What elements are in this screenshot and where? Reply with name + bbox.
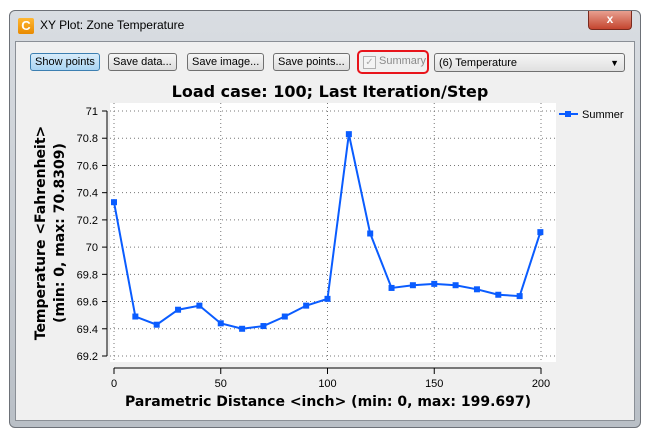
y-axis-label: Temperature <Fahrenheit> (33, 126, 49, 341)
x-tick-label: 100 (318, 378, 336, 390)
y-tick-label: 69.4 (77, 324, 98, 336)
data-point (452, 282, 459, 289)
data-point (217, 320, 224, 327)
y-tick-label: 70.6 (77, 160, 98, 172)
save-image-button[interactable]: Save image... (187, 53, 265, 71)
data-point (367, 230, 374, 237)
data-point (516, 293, 523, 300)
data-point (409, 282, 416, 289)
variable-select-value: (6) Temperature (439, 57, 518, 69)
x-axis-label: Parametric Distance <inch> (min: 0, max:… (125, 394, 531, 410)
data-point (303, 302, 310, 309)
plot-area (110, 103, 556, 362)
y-tick-label: 69.8 (77, 269, 98, 281)
y-tick-label: 71 (86, 106, 98, 118)
save-points-button[interactable]: Save points... (273, 53, 350, 71)
data-point (537, 229, 544, 236)
dropdown-arrow-icon: ▼ (610, 58, 619, 68)
legend-marker (565, 111, 571, 117)
show-points-button[interactable]: Show points (30, 53, 100, 71)
data-point (281, 313, 288, 320)
data-point (431, 280, 438, 287)
save-data-button[interactable]: Save data... (108, 53, 177, 71)
data-point (111, 199, 117, 206)
x-tick-label: 50 (215, 378, 227, 390)
y-tick-label: 70.2 (77, 215, 98, 227)
legend: Summer (559, 109, 624, 121)
data-point (196, 302, 203, 309)
y-tick-label: 69.6 (77, 297, 98, 309)
y-tick-label: 70 (86, 242, 98, 254)
y-tick-label: 70.4 (77, 188, 98, 200)
data-point (388, 284, 395, 291)
app-icon: C (18, 18, 34, 34)
data-point (175, 306, 182, 313)
data-point (132, 313, 139, 320)
x-tick-label: 0 (111, 378, 117, 390)
close-button[interactable]: x (588, 11, 632, 30)
data-point (153, 321, 160, 328)
data-point (324, 295, 331, 302)
summary-checkbox-highlight[interactable]: ✓ Summary (357, 50, 429, 74)
x-tick-label: 200 (532, 378, 550, 390)
summary-checkbox[interactable]: ✓ (363, 56, 376, 69)
legend-label: Summer (582, 109, 624, 121)
data-point (239, 325, 246, 332)
y-tick-label: 69.2 (77, 351, 98, 363)
data-point (473, 286, 480, 293)
y-axis-label-range: (min: 0, max: 70.8309) (52, 143, 68, 323)
y-tick-label: 70.8 (77, 133, 98, 145)
data-point (260, 323, 267, 330)
chart-title: Load case: 100; Last Iteration/Step (172, 82, 489, 101)
summary-label: Summary (379, 55, 427, 67)
data-point (495, 291, 502, 298)
data-point (345, 131, 352, 138)
title-bar[interactable]: C XY Plot: Zone Temperature x (10, 11, 640, 41)
window-title: XY Plot: Zone Temperature (40, 18, 185, 32)
x-tick-label: 150 (425, 378, 443, 390)
variable-select[interactable]: (6) Temperature ▼ (434, 53, 625, 72)
